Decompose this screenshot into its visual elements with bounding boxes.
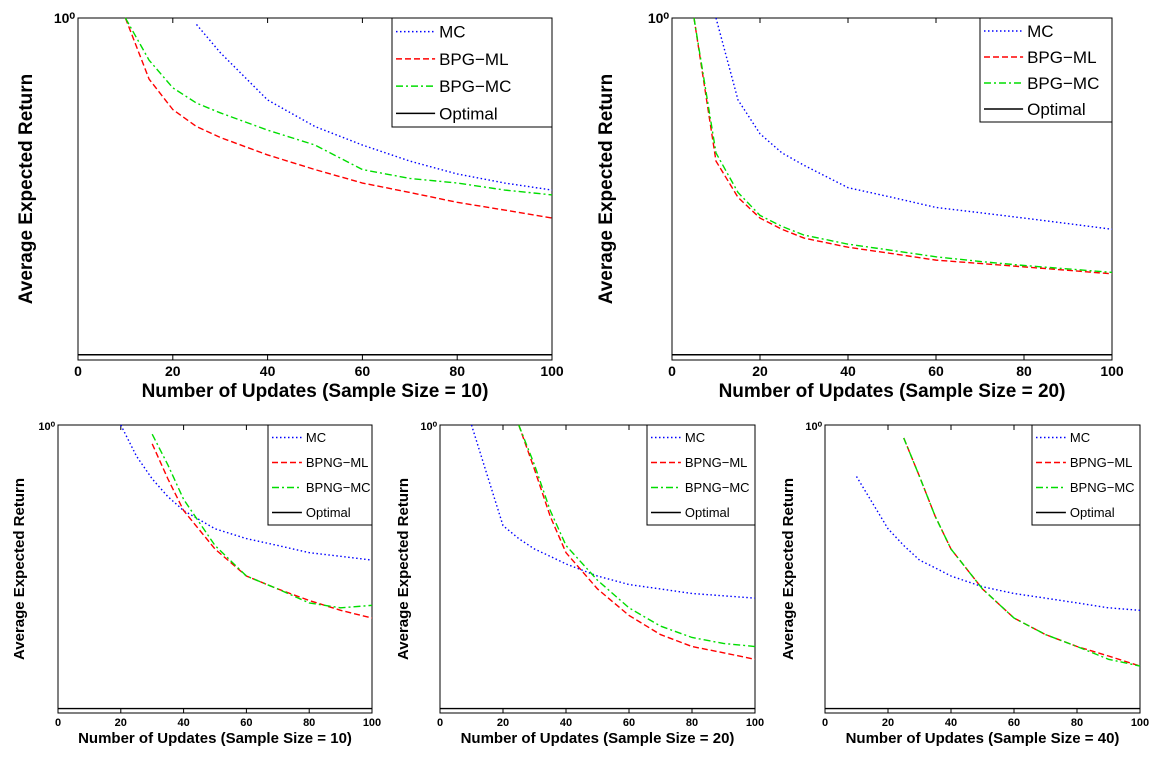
legend-label: BPNG−MC xyxy=(685,480,750,495)
legend: MC BPNG−ML BPNG−MC Optimal xyxy=(646,424,756,526)
legend-box xyxy=(267,424,373,526)
x-tick-label: 100 xyxy=(363,717,381,729)
y-axis-label: Average Expected Return xyxy=(780,478,797,660)
legend-label: BPG−MC xyxy=(1027,74,1099,93)
y-tick-label: 10⁰ xyxy=(54,10,76,26)
x-tick-label: 100 xyxy=(1131,717,1149,729)
legend-label: Optimal xyxy=(1027,100,1086,119)
x-tick-label: 80 xyxy=(686,717,698,729)
x-tick-label: 60 xyxy=(1008,717,1020,729)
legend-box xyxy=(646,424,756,526)
legend-label: BPG−ML xyxy=(1027,48,1096,67)
legend-label: BPNG−ML xyxy=(685,455,748,470)
x-tick-label: 80 xyxy=(1016,363,1032,379)
x-tick-label: 60 xyxy=(623,717,635,729)
legend-label: BPNG−ML xyxy=(306,455,369,470)
series-line xyxy=(903,437,1141,667)
x-tick-label: 60 xyxy=(240,717,252,729)
x-tick-label: 80 xyxy=(449,363,465,379)
series-line xyxy=(151,433,373,609)
legend-label: Optimal xyxy=(306,505,351,520)
series-line xyxy=(124,17,553,196)
series-line xyxy=(195,24,553,191)
x-axis-label: Number of Updates (Sample Size = 10) xyxy=(142,381,489,402)
x-tick-label: 40 xyxy=(945,717,957,729)
y-axis-label: Average Expected Return xyxy=(596,74,617,305)
legend: MC BPG−ML BPG−MC Optimal xyxy=(979,17,1113,123)
legend-label: BPNG−MC xyxy=(1070,480,1135,495)
legend-label: MC xyxy=(306,430,326,445)
y-axis-label: Average Expected Return xyxy=(16,74,37,305)
series-line xyxy=(470,424,756,599)
x-tick-label: 100 xyxy=(540,363,564,379)
x-tick-label: 0 xyxy=(55,717,61,729)
legend-label: BPG−MC xyxy=(439,77,511,96)
x-tick-label: 100 xyxy=(1100,363,1124,379)
x-tick-label: 40 xyxy=(177,717,189,729)
legend-label: MC xyxy=(439,23,465,42)
x-axis-label: Number of Updates (Sample Size = 40) xyxy=(846,730,1120,747)
x-tick-label: 0 xyxy=(437,717,443,729)
x-tick-label: 0 xyxy=(822,717,828,729)
legend: MC BPNG−ML BPNG−MC Optimal xyxy=(267,424,373,526)
x-tick-label: 40 xyxy=(840,363,856,379)
y-tick-label: 10⁰ xyxy=(420,421,437,433)
x-tick-label: 40 xyxy=(260,363,276,379)
subplot: 0 20 40 60 80 100 10⁰ Number of Updates (Sample… xyxy=(395,421,764,747)
legend-label: MC xyxy=(1070,430,1090,445)
legend-label: Optimal xyxy=(685,505,730,520)
subplot: 0 20 40 60 80 100 10⁰ Number of Updates (Sample… xyxy=(16,10,564,402)
x-axis-label: Number of Updates (Sample Size = 20) xyxy=(719,381,1066,402)
y-tick-label: 10⁰ xyxy=(805,421,822,433)
x-axis-label: Number of Updates (Sample Size = 20) xyxy=(461,730,735,747)
x-tick-label: 20 xyxy=(165,363,181,379)
legend-label: MC xyxy=(1027,22,1053,41)
legend-box xyxy=(1031,424,1141,526)
x-axis-label: Number of Updates (Sample Size = 10) xyxy=(78,730,352,747)
series-line xyxy=(693,17,1113,274)
series-line xyxy=(120,424,373,561)
legend-label: BPNG−MC xyxy=(306,480,371,495)
x-tick-label: 60 xyxy=(355,363,371,379)
legend-label: Optimal xyxy=(439,104,498,123)
subplot: 0 20 40 60 80 100 10⁰ Number of Updates (Sample… xyxy=(780,421,1149,747)
y-tick-label: 10⁰ xyxy=(648,10,670,26)
series-line xyxy=(124,17,553,219)
y-axis-label: Average Expected Return xyxy=(395,478,412,660)
y-tick-label: 10⁰ xyxy=(38,421,55,433)
legend: MC BPG−ML BPG−MC Optimal xyxy=(391,17,553,128)
x-tick-label: 20 xyxy=(752,363,768,379)
legend-box xyxy=(391,17,553,128)
x-tick-label: 40 xyxy=(560,717,572,729)
y-axis-label: Average Expected Return xyxy=(11,478,28,660)
legend-box xyxy=(979,17,1113,123)
legend-label: BPG−ML xyxy=(439,50,508,69)
series-line xyxy=(518,424,756,648)
subplot: 0 20 40 60 80 100 10⁰ Number of Updates (Sample… xyxy=(596,10,1124,402)
x-tick-label: 80 xyxy=(303,717,315,729)
x-tick-label: 20 xyxy=(882,717,894,729)
x-tick-label: 100 xyxy=(746,717,764,729)
x-tick-label: 20 xyxy=(115,717,127,729)
x-tick-label: 20 xyxy=(497,717,509,729)
legend-label: MC xyxy=(685,430,705,445)
series-line xyxy=(855,476,1141,612)
x-tick-label: 60 xyxy=(928,363,944,379)
x-tick-label: 80 xyxy=(1071,717,1083,729)
legend-label: Optimal xyxy=(1070,505,1115,520)
legend-label: BPNG−ML xyxy=(1070,455,1133,470)
x-tick-label: 0 xyxy=(668,363,676,379)
series-line xyxy=(693,17,1113,275)
legend: MC BPNG−ML BPNG−MC Optimal xyxy=(1031,424,1141,526)
subplot: 0 20 40 60 80 100 10⁰ Number of Updates (Sample… xyxy=(11,421,381,747)
x-tick-label: 0 xyxy=(74,363,82,379)
